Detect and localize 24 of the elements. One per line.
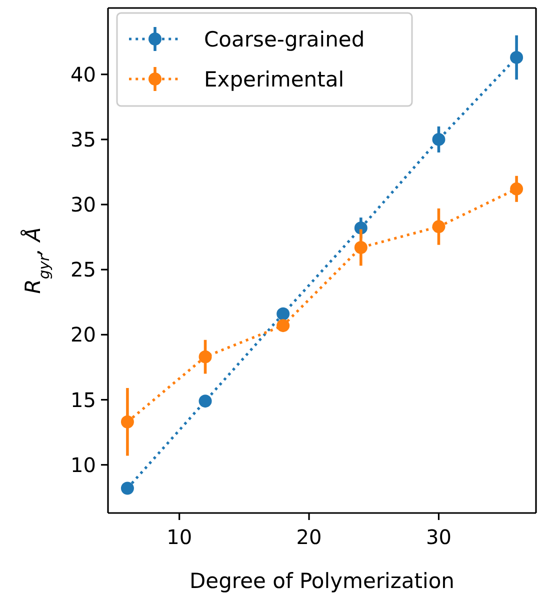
- y-tick-label: 15: [70, 388, 96, 412]
- y-tick-label: 30: [70, 192, 96, 217]
- point: [276, 319, 290, 332]
- legend-label: Coarse-grained: [204, 27, 365, 52]
- x-tick-label: 10: [166, 525, 192, 549]
- point: [432, 220, 446, 234]
- point: [120, 415, 134, 428]
- legend-label: Experimental: [204, 67, 344, 92]
- x-axis-title: Degree of Polymerization: [189, 569, 455, 593]
- point: [198, 394, 212, 408]
- point: [354, 240, 368, 254]
- point: [276, 307, 290, 320]
- point: [432, 132, 446, 146]
- x-tick-label: 30: [426, 525, 452, 549]
- point: [120, 482, 134, 495]
- y-tick-label: 10: [70, 452, 96, 477]
- y-tick-label: 35: [70, 127, 96, 152]
- y-tick-label: 20: [70, 322, 96, 347]
- point: [510, 50, 524, 64]
- y-tick-label: 25: [70, 258, 96, 282]
- y-tick-label: 40: [70, 62, 96, 86]
- point: [198, 350, 212, 364]
- point: [510, 182, 524, 196]
- x-tick-label: 20: [296, 525, 322, 549]
